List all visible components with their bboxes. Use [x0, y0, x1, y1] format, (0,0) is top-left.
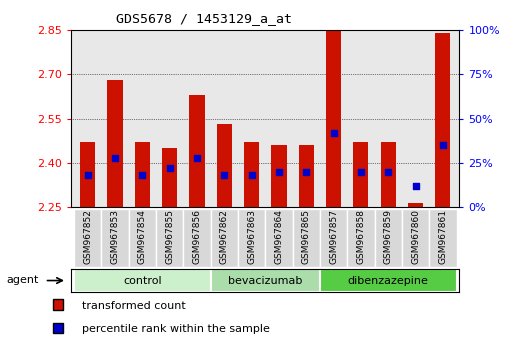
Point	[329, 130, 338, 136]
Bar	[408, 202, 423, 207]
Bar	[129, 209, 156, 267]
Point	[411, 183, 420, 189]
Point	[111, 155, 119, 160]
Text: GSM967853: GSM967853	[110, 210, 119, 264]
Bar	[156, 209, 183, 267]
Text: GDS5678 / 1453129_a_at: GDS5678 / 1453129_a_at	[116, 12, 292, 25]
Point	[302, 169, 310, 175]
Bar	[402, 209, 429, 267]
Bar	[108, 80, 122, 207]
Bar	[436, 33, 450, 207]
Text: GSM967861: GSM967861	[438, 210, 447, 264]
Bar	[74, 209, 101, 267]
Text: GSM967860: GSM967860	[411, 210, 420, 264]
Point	[248, 172, 256, 178]
Bar	[299, 145, 314, 207]
Point	[384, 169, 392, 175]
Text: GSM967857: GSM967857	[329, 210, 338, 264]
Bar	[183, 209, 211, 267]
Bar	[217, 125, 232, 207]
Point	[439, 142, 447, 148]
Text: GSM967855: GSM967855	[165, 210, 174, 264]
Text: GSM967865: GSM967865	[302, 210, 311, 264]
Text: GSM967859: GSM967859	[384, 210, 393, 264]
Text: GSM967854: GSM967854	[138, 210, 147, 264]
Text: control: control	[123, 275, 162, 286]
Bar	[347, 209, 375, 267]
Bar	[326, 29, 341, 207]
Bar	[244, 142, 259, 207]
Point	[138, 172, 147, 178]
Text: GSM967858: GSM967858	[356, 210, 365, 264]
Bar	[238, 209, 266, 267]
Bar	[375, 209, 402, 267]
Text: GSM967856: GSM967856	[193, 210, 202, 264]
Bar	[429, 209, 457, 267]
Text: percentile rank within the sample: percentile rank within the sample	[82, 324, 270, 334]
Bar	[211, 269, 320, 292]
Bar	[271, 145, 287, 207]
Point	[275, 169, 283, 175]
Text: GSM967863: GSM967863	[247, 210, 256, 264]
Bar	[162, 148, 177, 207]
Point	[357, 169, 365, 175]
Text: agent: agent	[6, 275, 39, 285]
Bar	[190, 95, 204, 207]
Text: transformed count: transformed count	[82, 301, 185, 310]
Bar	[381, 142, 396, 207]
Bar	[135, 142, 150, 207]
Bar	[320, 269, 457, 292]
Point	[83, 172, 92, 178]
Bar	[211, 209, 238, 267]
Text: GSM967852: GSM967852	[83, 210, 92, 264]
Bar	[353, 142, 369, 207]
Point	[193, 155, 201, 160]
Bar	[293, 209, 320, 267]
Text: GSM967862: GSM967862	[220, 210, 229, 264]
Bar	[101, 209, 129, 267]
Bar	[266, 209, 293, 267]
Bar	[320, 209, 347, 267]
Text: bevacizumab: bevacizumab	[228, 275, 303, 286]
Bar	[74, 269, 211, 292]
Point	[220, 172, 229, 178]
Text: GSM967864: GSM967864	[275, 210, 284, 264]
Point	[165, 165, 174, 171]
Bar	[80, 142, 95, 207]
Text: dibenzazepine: dibenzazepine	[348, 275, 429, 286]
